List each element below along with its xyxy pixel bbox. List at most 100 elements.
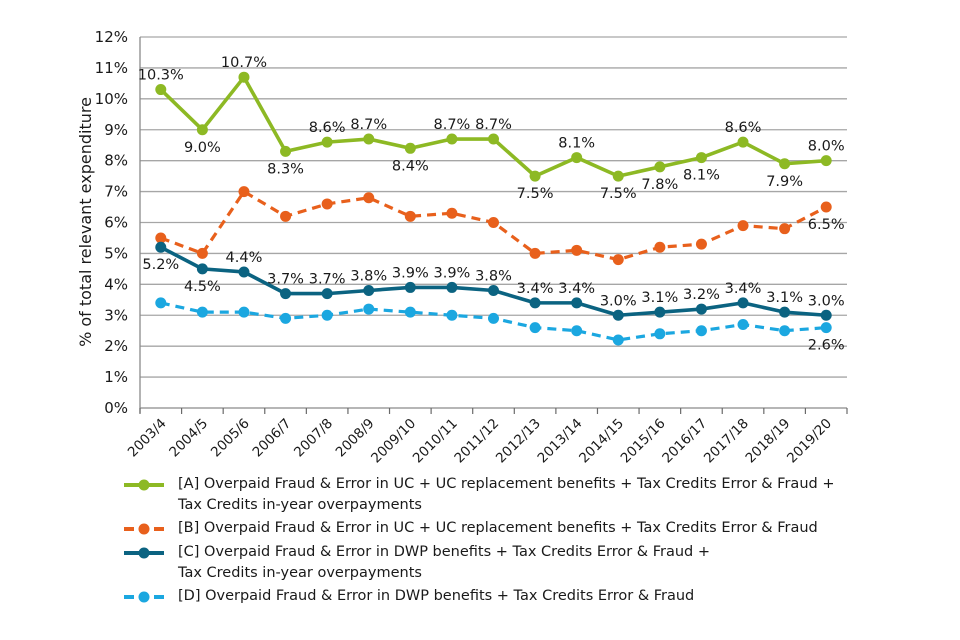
data-point (321, 198, 333, 210)
data-label: 4.4% (226, 250, 263, 266)
data-label: 3.1% (766, 290, 803, 306)
data-point (571, 152, 583, 164)
data-point (654, 241, 666, 253)
series-B (155, 186, 832, 266)
data-point (820, 155, 832, 167)
series-D (155, 297, 832, 346)
data-point (196, 306, 208, 318)
legend-label: [B] Overpaid Fraud & Error in UC + UC re… (178, 518, 818, 539)
data-point (321, 136, 333, 148)
data-point (196, 263, 208, 275)
data-point (404, 281, 416, 293)
y-tick-label: 10% (95, 90, 128, 108)
legend-label-line: [C] Overpaid Fraud & Error in DWP benefi… (178, 544, 710, 560)
data-point (280, 210, 292, 222)
legend-swatch-icon (124, 591, 164, 603)
y-tick-label: 2% (104, 337, 128, 355)
data-point (363, 285, 375, 297)
data-label: 8.1% (683, 168, 720, 184)
data-point (695, 325, 707, 337)
data-label: 3.7% (309, 272, 346, 288)
data-label: 4.5% (184, 279, 221, 295)
data-point (737, 319, 749, 331)
x-tick-label: 2005/6 (208, 416, 253, 461)
legend-item-D: [D] Overpaid Fraud & Error in DWP benefi… (122, 586, 842, 608)
data-point (571, 325, 583, 337)
swatch-marker (138, 591, 150, 603)
data-point (820, 322, 832, 334)
data-point (280, 288, 292, 300)
x-tick-label: 2010/11 (410, 416, 461, 467)
data-point (155, 297, 167, 309)
series-C (155, 241, 832, 321)
series-group (155, 71, 832, 346)
swatch-marker (138, 523, 150, 535)
series-A (155, 71, 832, 182)
x-tick-label: 2009/10 (368, 416, 419, 467)
x-tick-label: 2003/4 (125, 416, 170, 461)
y-tick-label: 7% (104, 183, 128, 201)
data-point (612, 170, 624, 182)
y-tick-label: 8% (104, 152, 128, 170)
data-point (404, 142, 416, 154)
data-point (695, 152, 707, 164)
data-point (779, 325, 791, 337)
legend-label-line: Tax Credits in-year overpayments (178, 565, 422, 581)
data-label: 7.5% (600, 186, 637, 202)
data-label: 3.1% (641, 290, 678, 306)
data-point (779, 223, 791, 235)
legend-label-line: Tax Credits in-year overpayments (178, 497, 422, 513)
data-label: 5.2% (142, 257, 179, 273)
data-label: 7.5% (517, 186, 554, 202)
data-point (695, 303, 707, 315)
x-axis: 2003/42004/52005/62006/72007/82008/92009… (125, 407, 848, 467)
data-point (820, 201, 832, 213)
data-point (280, 312, 292, 324)
x-tick-label: 2014/15 (576, 416, 627, 467)
data-label: 10.7% (221, 55, 267, 71)
data-label: 3.9% (392, 265, 429, 281)
data-label: 3.4% (558, 281, 595, 297)
data-point (571, 297, 583, 309)
data-label: 8.1% (558, 136, 595, 152)
y-tick-label: 6% (104, 214, 128, 232)
data-label: 8.0% (808, 139, 845, 155)
legend-swatch-icon (124, 547, 164, 559)
x-tick-label: 2019/20 (784, 416, 835, 467)
data-label: 8.7% (433, 117, 470, 133)
y-tick-label: 12% (95, 28, 128, 46)
data-point (654, 306, 666, 318)
data-label: 10.3% (138, 68, 184, 84)
data-point (446, 281, 458, 293)
data-point (155, 84, 167, 96)
data-point (488, 285, 499, 297)
data-point (363, 192, 375, 204)
data-label: 3.0% (808, 293, 845, 309)
data-point (488, 217, 499, 228)
legend-label-line: [B] Overpaid Fraud & Error in UC + UC re… (178, 520, 818, 536)
data-point (196, 124, 208, 136)
data-point (820, 309, 832, 321)
data-point (737, 136, 749, 148)
data-label: 3.4% (517, 281, 554, 297)
data-point (238, 306, 250, 318)
legend-swatch-icon (124, 479, 164, 491)
data-point (238, 266, 250, 278)
data-point (612, 334, 624, 346)
legend-label: [A] Overpaid Fraud & Error in UC + UC re… (178, 474, 834, 516)
x-tick-label: 2017/18 (701, 416, 752, 467)
y-tick-label: 11% (95, 59, 128, 77)
data-point (737, 220, 749, 232)
legend-label: [D] Overpaid Fraud & Error in DWP benefi… (178, 586, 694, 607)
data-label: 9.0% (184, 140, 221, 156)
y-axis: 0% 1% 2% 3% 4% 5% 6% 7% 8% 9% 10% 11% 12% (95, 28, 141, 417)
data-point (529, 297, 541, 309)
data-label: 6.5% (808, 217, 845, 233)
y-axis-title: % of total relevant expenditure (76, 97, 95, 347)
data-labels: 10.3%9.0%10.7%8.3%8.6% 8.7%8.4%8.7% 8.7%7.… (138, 55, 845, 353)
line-chart: 0% 1% 2% 3% 4% 5% 6% 7% 8% 9% 10% 11% 12% 2003/42004… (76, 28, 848, 467)
x-tick-label: 2006/7 (249, 416, 294, 461)
data-label: 3.8% (350, 269, 387, 285)
x-tick-label: 2011/12 (451, 416, 502, 467)
data-point (321, 288, 333, 300)
